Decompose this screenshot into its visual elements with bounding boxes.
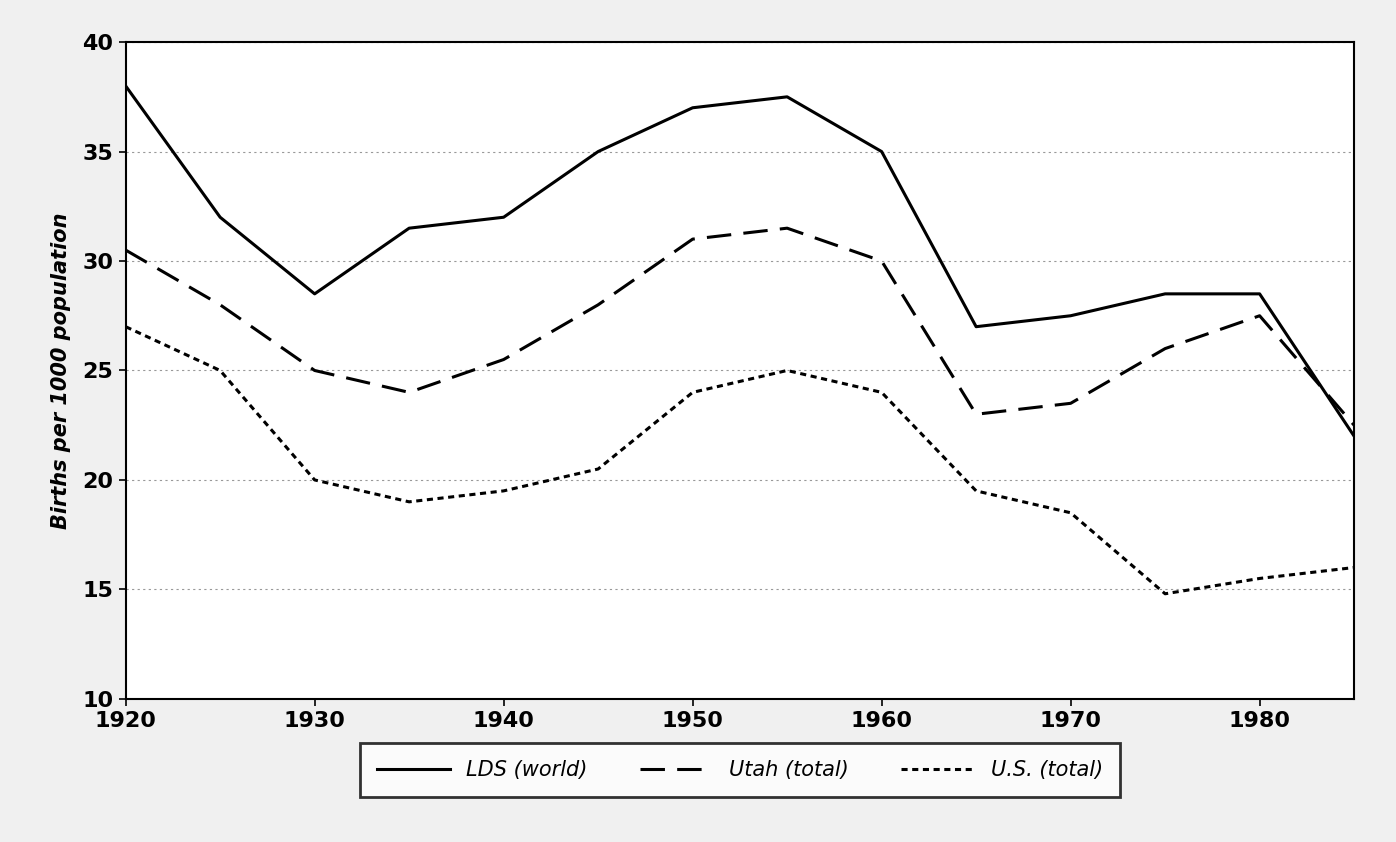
- Utah (total): [117, 245, 134, 255]
- U.S. (total): [589, 464, 606, 474]
- LDS (world): [1251, 289, 1268, 299]
- Utah (total): [967, 409, 984, 419]
- LDS (world): [212, 212, 229, 222]
- Utah (total): [1251, 311, 1268, 321]
- U.S. (total): [117, 322, 134, 332]
- U.S. (total): [306, 475, 322, 485]
- Y-axis label: Births per 1000 population: Births per 1000 population: [50, 212, 71, 529]
- LDS (world): [1062, 311, 1079, 321]
- Utah (total): [1062, 398, 1079, 408]
- U.S. (total): [1157, 589, 1174, 599]
- Utah (total): [496, 354, 512, 365]
- LDS (world): [1346, 431, 1362, 441]
- U.S. (total): [874, 387, 891, 397]
- U.S. (total): [401, 497, 417, 507]
- U.S. (total): [1062, 508, 1079, 518]
- U.S. (total): [779, 365, 796, 376]
- Utah (total): [212, 300, 229, 310]
- LDS (world): [117, 81, 134, 91]
- U.S. (total): [1346, 562, 1362, 573]
- LDS (world): [1157, 289, 1174, 299]
- U.S. (total): [1251, 573, 1268, 584]
- U.S. (total): [684, 387, 701, 397]
- Utah (total): [779, 223, 796, 233]
- Line: LDS (world): LDS (world): [126, 86, 1354, 436]
- Legend: LDS (world), Utah (total), U.S. (total): LDS (world), Utah (total), U.S. (total): [360, 743, 1120, 797]
- LDS (world): [967, 322, 984, 332]
- Line: U.S. (total): U.S. (total): [126, 327, 1354, 594]
- LDS (world): [496, 212, 512, 222]
- Line: Utah (total): Utah (total): [126, 228, 1354, 425]
- LDS (world): [401, 223, 417, 233]
- LDS (world): [306, 289, 322, 299]
- Utah (total): [401, 387, 417, 397]
- Utah (total): [1157, 344, 1174, 354]
- U.S. (total): [967, 486, 984, 496]
- LDS (world): [589, 147, 606, 157]
- U.S. (total): [212, 365, 229, 376]
- Utah (total): [306, 365, 322, 376]
- Utah (total): [589, 300, 606, 310]
- LDS (world): [779, 92, 796, 102]
- Utah (total): [874, 256, 891, 266]
- LDS (world): [684, 103, 701, 113]
- Utah (total): [1346, 420, 1362, 430]
- U.S. (total): [496, 486, 512, 496]
- Utah (total): [684, 234, 701, 244]
- LDS (world): [874, 147, 891, 157]
